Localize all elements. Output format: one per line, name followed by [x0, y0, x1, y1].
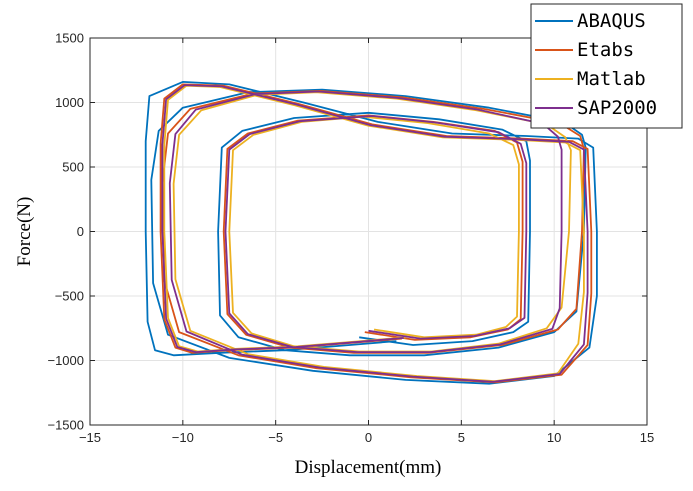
legend-label-etabs: Etabs [577, 39, 634, 61]
ticks [89, 37, 648, 426]
y-tick-label: 0 [77, 224, 84, 239]
x-tick-label: 15 [640, 430, 654, 445]
y-tick-label: −1000 [47, 353, 84, 368]
y-tick-label: −1500 [47, 418, 84, 433]
y-tick-label: −500 [55, 289, 84, 304]
y-axis-title: Force(N) [14, 197, 35, 267]
legend-label-matlab: Matlab [577, 68, 646, 90]
legend: ABAQUS Etabs Matlab SAP2000 [530, 3, 683, 129]
y-tick-label: 1500 [55, 31, 84, 46]
x-tick-label: 0 [365, 430, 372, 445]
series-line-abaqus [144, 81, 598, 385]
tick-labels: −15 −10 −5 0 5 10 15 −1500 −1000 −500 0 500 1000 1500 [47, 31, 654, 446]
legend-label-abaqus: ABAQUS [577, 10, 646, 32]
x-axis-title: Displacement(mm) [295, 457, 442, 478]
x-tick-label: 10 [547, 430, 561, 445]
x-tick-label: −10 [172, 430, 194, 445]
y-tick-label: 500 [62, 160, 84, 175]
series-layer [144, 81, 598, 385]
x-tick-label: 5 [458, 430, 465, 445]
series-line-sap2000 [161, 84, 589, 383]
x-tick-label: −15 [79, 430, 101, 445]
legend-label-sap2000: SAP2000 [577, 97, 657, 119]
y-tick-label: 1000 [55, 95, 84, 110]
x-tick-label: −5 [268, 430, 283, 445]
